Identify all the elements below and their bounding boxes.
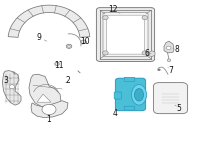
Text: 10: 10	[80, 37, 90, 46]
Text: 9: 9	[37, 33, 41, 42]
FancyBboxPatch shape	[124, 77, 135, 81]
Text: 1: 1	[47, 115, 51, 124]
Circle shape	[66, 44, 72, 48]
Circle shape	[103, 51, 108, 55]
Circle shape	[42, 104, 56, 115]
Ellipse shape	[134, 88, 144, 101]
Circle shape	[68, 45, 70, 47]
Text: 12: 12	[108, 5, 118, 14]
Text: 4: 4	[113, 109, 117, 118]
FancyBboxPatch shape	[96, 8, 155, 61]
Circle shape	[167, 59, 171, 62]
FancyBboxPatch shape	[115, 78, 146, 111]
Text: 3: 3	[4, 76, 8, 85]
Circle shape	[166, 46, 171, 50]
Polygon shape	[31, 101, 68, 118]
Circle shape	[55, 62, 59, 66]
Ellipse shape	[132, 85, 146, 105]
FancyBboxPatch shape	[107, 15, 145, 54]
FancyBboxPatch shape	[114, 92, 121, 99]
Polygon shape	[8, 5, 90, 37]
Polygon shape	[37, 94, 51, 102]
Text: 2: 2	[66, 76, 70, 85]
Text: 5: 5	[177, 103, 181, 113]
Circle shape	[81, 40, 86, 44]
FancyBboxPatch shape	[103, 12, 148, 57]
Polygon shape	[29, 74, 61, 109]
Text: 6: 6	[145, 49, 149, 58]
Circle shape	[142, 51, 148, 55]
Polygon shape	[2, 71, 21, 105]
FancyBboxPatch shape	[153, 83, 188, 114]
Text: 11: 11	[54, 61, 64, 70]
Circle shape	[103, 16, 108, 20]
Polygon shape	[164, 41, 174, 53]
Polygon shape	[149, 51, 155, 57]
Circle shape	[158, 69, 160, 71]
Text: 8: 8	[175, 45, 179, 54]
FancyBboxPatch shape	[124, 106, 135, 110]
Circle shape	[142, 16, 148, 20]
Circle shape	[9, 85, 15, 89]
Text: 7: 7	[169, 66, 173, 75]
